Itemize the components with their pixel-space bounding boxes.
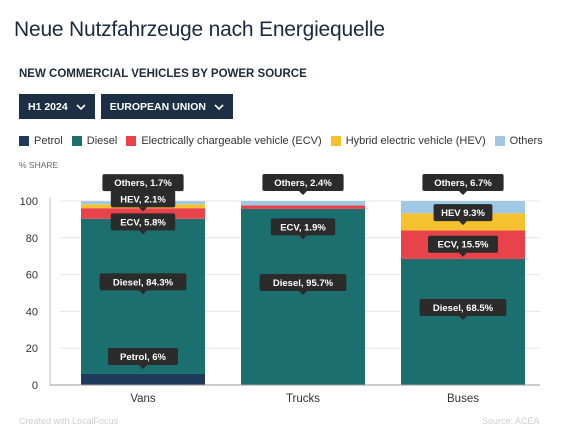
annotation-callout: Diesel, 95.7% — [259, 273, 347, 295]
annotation-callout: Others, 1.7% — [102, 174, 184, 196]
annotation-callout: Petrol, 6% — [108, 347, 178, 369]
annotation-box — [433, 204, 493, 222]
bar-segment-buses-diesel — [401, 258, 525, 385]
annotation-label: Others, 1.7% — [114, 178, 172, 189]
annotation-callout: HEV 9.3% — [433, 204, 493, 226]
annotation-box — [422, 174, 504, 191]
chart-legend: Petrol Diesel Electrically chargeable vehi… — [19, 135, 552, 147]
annotation-label: Petrol, 6% — [120, 352, 166, 363]
footer-credit: Created with LocalFocus — [19, 416, 119, 426]
chevron-down-icon — [76, 103, 86, 110]
period-dropdown-label: H1 2024 — [28, 100, 68, 113]
annotation-callout: ECV, 5.8% — [110, 213, 176, 235]
legend-item-ecv[interactable]: Electrically chargeable vehicle (ECV) — [126, 135, 322, 147]
annotation-box — [270, 218, 336, 236]
annotation-callout: Diesel, 68.5% — [419, 298, 507, 320]
legend-label: Diesel — [86, 135, 118, 147]
annotation-box — [259, 273, 347, 291]
bar-segment-vans-petrol — [81, 373, 205, 385]
legend-label: Petrol — [34, 135, 63, 147]
legend-item-petrol[interactable]: Petrol — [19, 135, 63, 147]
stacked-bar-chart: % SHARE 0 20 40 60 80 100 Vans Trucks Buses Petrol… — [19, 160, 540, 405]
annotation-callout: Others, 6.7% — [422, 174, 504, 195]
annotation-callout: Diesel, 84.3% — [99, 273, 187, 295]
annotation-label: Diesel, 95.7% — [273, 278, 334, 289]
y-tick-label: 20 — [26, 343, 38, 355]
legend-label: Others — [509, 135, 543, 147]
annotation-callout: HEV, 2.1% — [110, 190, 176, 212]
legend-item-others[interactable]: Others — [494, 135, 543, 147]
region-dropdown[interactable]: EUROPEAN UNION — [100, 94, 233, 119]
annotation-box — [428, 235, 498, 253]
annotation-pointer — [459, 315, 467, 320]
legend-swatch — [71, 136, 82, 146]
annotation-pointer — [459, 191, 467, 195]
annotation-pointer — [459, 221, 467, 226]
annotation-label: HEV, 2.1% — [120, 194, 166, 205]
annotation-box — [262, 174, 344, 191]
annotation-pointer — [139, 191, 147, 196]
legend-swatch — [126, 136, 137, 146]
annotation-label: ECV, 5.8% — [120, 217, 166, 228]
y-axis-label: % SHARE — [19, 160, 59, 170]
annotation-pointer — [299, 191, 307, 195]
x-tick-label: Trucks — [286, 393, 320, 405]
period-dropdown[interactable]: H1 2024 — [19, 94, 95, 119]
annotation-box — [419, 298, 507, 316]
annotation-pointer — [299, 235, 307, 240]
annotation-label: Diesel, 84.3% — [113, 277, 174, 288]
y-tick-label: 80 — [26, 233, 38, 245]
annotation-pointer — [139, 290, 147, 295]
legend-label: Electrically chargeable vehicle (ECV) — [141, 135, 322, 147]
annotation-label: Diesel, 68.5% — [433, 303, 494, 314]
annotation-pointer — [139, 364, 147, 369]
y-tick-label: 100 — [20, 196, 38, 208]
annotation-label: ECV, 15.5% — [438, 240, 489, 251]
y-tick-label: 60 — [26, 270, 38, 282]
footer-source: Source: ACEA — [482, 416, 540, 426]
annotation-label: Others, 6.7% — [434, 178, 492, 189]
x-tick-label: Buses — [447, 393, 479, 405]
annotation-pointer — [139, 207, 147, 212]
legend-swatch — [19, 136, 29, 146]
legend-label: Hybrid electric vehicle (HEV) — [345, 135, 486, 147]
annotation-box — [110, 213, 176, 231]
annotation-pointer — [139, 230, 147, 235]
legend-item-hev[interactable]: Hybrid electric vehicle (HEV) — [330, 135, 486, 147]
x-tick-label: Vans — [130, 393, 156, 405]
annotation-callout: ECV, 1.9% — [270, 218, 336, 240]
bar-segment-trucks-ecv — [241, 205, 365, 209]
y-tick-label: 0 — [32, 380, 38, 392]
bar-segment-trucks-others — [241, 201, 365, 206]
page-title: Neue Nutzfahrzeuge nach Energiequelle — [14, 18, 385, 41]
region-dropdown-label: EUROPEAN UNION — [109, 100, 206, 113]
annotation-box — [99, 273, 187, 291]
chevron-down-icon — [214, 103, 224, 110]
annotation-label: HEV 9.3% — [441, 208, 485, 219]
annotation-box — [102, 174, 184, 192]
annotation-box — [108, 347, 178, 365]
legend-item-diesel[interactable]: Diesel — [71, 135, 118, 147]
annotation-label: Others, 2.4% — [274, 178, 332, 189]
legend-swatch — [494, 136, 505, 146]
annotation-callout: ECV, 15.5% — [428, 235, 498, 257]
annotation-label: ECV, 1.9% — [280, 222, 326, 233]
filter-bar: H1 2024 EUROPEAN UNION — [19, 94, 233, 119]
legend-swatch — [330, 136, 341, 146]
annotation-pointer — [459, 252, 467, 257]
annotation-callout: Others, 2.4% — [262, 174, 344, 195]
y-tick-label: 40 — [26, 306, 38, 318]
annotation-box — [110, 190, 176, 208]
chart-title: NEW COMMERCIAL VEHICLES BY POWER SOURCE — [19, 68, 307, 80]
annotation-pointer — [299, 290, 307, 295]
